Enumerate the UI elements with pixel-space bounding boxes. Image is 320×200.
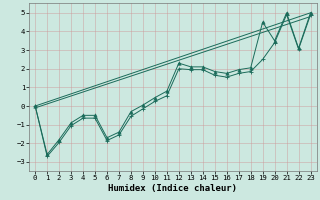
X-axis label: Humidex (Indice chaleur): Humidex (Indice chaleur) — [108, 184, 237, 193]
